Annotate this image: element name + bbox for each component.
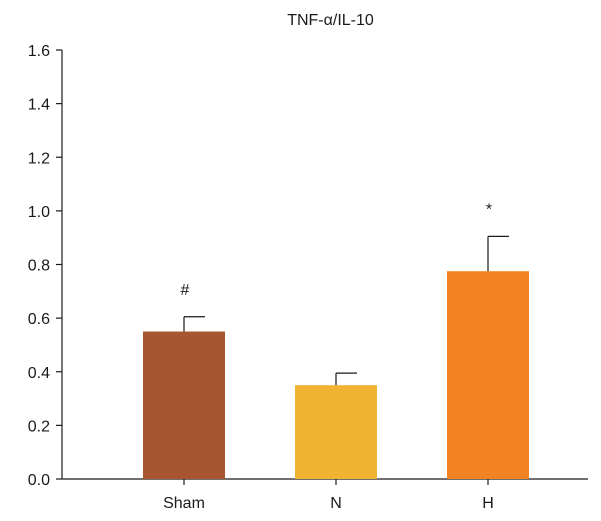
bar-n [295,385,377,479]
significance-marker: # [181,282,190,299]
x-tick-label: H [482,495,494,512]
bar-h [447,271,529,479]
labels: 0.0 0.2 0.4 0.6 0.8 1.0 1.2 1.4 1.6 Sham # N H * [28,43,494,512]
x-tick-label: Sham [163,495,205,512]
bar-sham [143,331,225,479]
bars [143,235,529,479]
y-tick-label: 0.8 [28,258,50,275]
y-tick-label: 1.2 [28,150,50,167]
y-tick-label: 0.6 [28,311,50,328]
y-tick-label: 1.6 [28,43,50,60]
y-tick-label: 0.2 [28,418,50,435]
y-tick-label: 1.4 [28,97,50,114]
significance-marker: * [486,201,492,218]
x-tick-label: N [330,495,342,512]
y-tick-label: 0.0 [28,472,50,489]
y-tick-label: 1.0 [28,204,50,221]
y-tick-label: 0.4 [28,365,50,382]
chart-title: TNF-α/IL-10 [287,12,374,29]
